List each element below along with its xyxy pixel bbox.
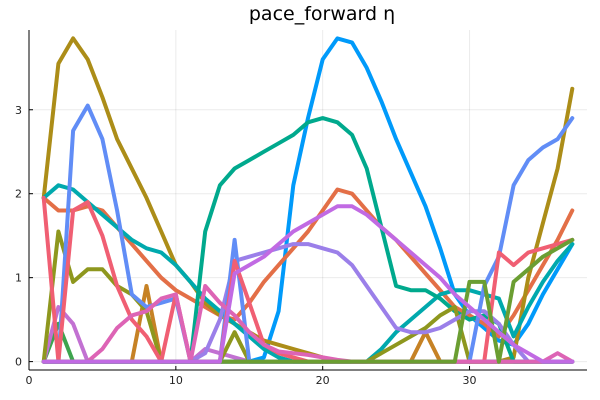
chart-title: pace_forward η [249, 3, 395, 25]
y-tick-labels: 0 1 2 3 [15, 104, 33, 369]
axes [28, 30, 587, 371]
series-line-1 [41, 36, 575, 364]
y-tick-label: 0 [15, 356, 22, 369]
x-tick-label: 20 [316, 374, 330, 387]
series-lines [41, 36, 575, 364]
grid-lines [28, 30, 587, 370]
x-tick-label: 30 [463, 374, 477, 387]
series-line-2 [41, 187, 575, 339]
series-line-15 [41, 284, 575, 364]
series-line-17 [41, 204, 575, 364]
y-tick-label: 1 [15, 272, 22, 285]
x-tick-label: 10 [169, 374, 183, 387]
x-tick-label: 0 [26, 374, 33, 387]
y-tick-label: 2 [15, 188, 22, 201]
series-line-5 [41, 36, 575, 364]
y-tick-label: 3 [15, 104, 22, 117]
x-tick-labels: 0 10 20 30 [26, 366, 477, 387]
